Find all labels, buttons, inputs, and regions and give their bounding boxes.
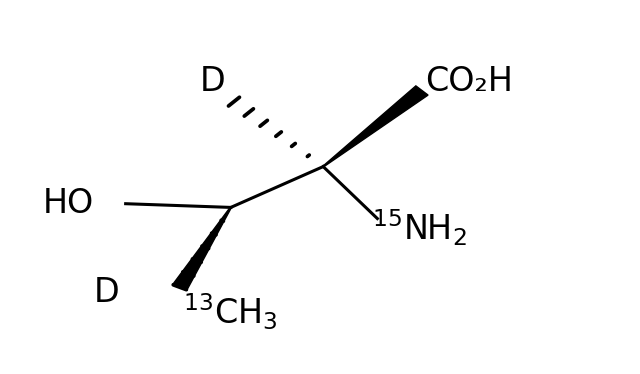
Text: $^{13}$CH$_3$: $^{13}$CH$_3$ [183,291,278,332]
Text: D: D [93,276,119,309]
Text: D: D [200,65,226,98]
Text: HO: HO [43,187,94,220]
Text: $^{15}$NH$_2$: $^{15}$NH$_2$ [372,208,467,248]
Text: CO₂H: CO₂H [425,65,513,98]
Polygon shape [173,207,232,290]
Polygon shape [323,86,428,167]
